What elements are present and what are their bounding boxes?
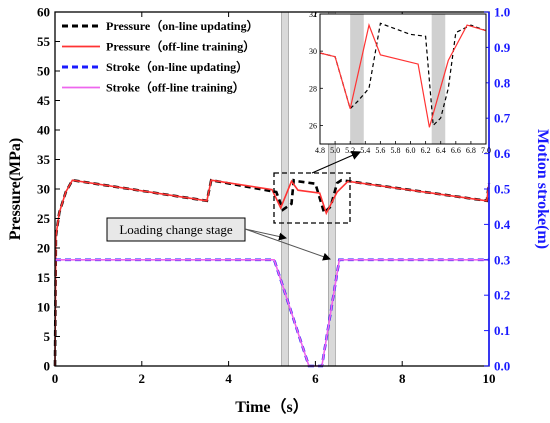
y-left-tick-label: 0 <box>44 359 51 374</box>
zoom-arrow <box>311 150 362 174</box>
inset-x-ticks: 4.8 5.0 5.2 5.4 5.6 5.8 6.0 6.2 6.4 6.6 6.8 7.0 <box>315 141 491 155</box>
inset-x-tick-label: 5.4 <box>360 146 370 155</box>
inset-y-tick-label: 26 <box>309 121 317 130</box>
series-layer <box>53 178 491 368</box>
y-left-tick-label: 40 <box>37 123 50 138</box>
annotation-arrow-2 <box>244 228 331 261</box>
x-tick-label: 10 <box>483 371 496 386</box>
inset-y-tick-label: 28 <box>309 84 317 93</box>
y-left-tick-label: 15 <box>37 270 51 285</box>
legend-label: Stroke（off-line training） <box>106 80 245 95</box>
inset-x-tick-label: 7.0 <box>481 146 491 155</box>
legend: Pressure（on-line updating） Pressure（off-l… <box>62 18 259 95</box>
legend-label: Pressure（off-line training） <box>106 39 255 54</box>
y-axis-right-title: Motion stroke(m) <box>534 129 550 249</box>
y-left-tick-label: 35 <box>37 152 51 167</box>
x-tick-label: 0 <box>52 371 59 386</box>
y-left-tick-label: 30 <box>37 182 50 197</box>
inset-background <box>320 14 486 144</box>
series-line-2 <box>55 258 489 368</box>
y-left-tick-label: 50 <box>37 64 50 79</box>
inset-x-tick-label: 6.6 <box>451 146 461 155</box>
y-left-tick-label: 45 <box>37 93 51 108</box>
y-axis-right-ticks: 0.0 0.1 0.2 0.3 0.4 0.5 0.6 0.7 0.8 0.9 1.0 <box>484 5 511 374</box>
x-tick-label: 4 <box>225 371 232 386</box>
legend-label: Stroke（on-line updating） <box>106 59 248 74</box>
y-right-tick-label: 0.3 <box>494 252 511 267</box>
annotation-label: Loading change stage <box>119 222 233 237</box>
annotation-arrow-1 <box>244 228 287 241</box>
y-left-tick-label: 25 <box>37 211 51 226</box>
y-right-tick-label: 0.2 <box>494 288 510 303</box>
inset-x-tick-label: 5.0 <box>330 146 340 155</box>
series-line-3 <box>55 258 489 367</box>
legend-label: Pressure（on-line updating） <box>106 18 259 33</box>
loading-change-annotation: Loading change stage <box>106 217 331 261</box>
y-left-tick-label: 5 <box>44 329 51 344</box>
inset-x-tick-label: 5.6 <box>375 146 385 155</box>
inset-series-line-1 <box>319 23 487 128</box>
y-left-tick-label: 20 <box>37 241 50 256</box>
y-right-tick-label: 0.1 <box>494 323 510 338</box>
y-right-tick-label: 0.8 <box>494 75 511 90</box>
y-right-tick-label: 0.5 <box>494 182 511 197</box>
y-right-tick-label: 1.0 <box>494 5 510 20</box>
inset-x-tick-label: 6.8 <box>466 146 476 155</box>
x-axis-ticks: 0 2 4 6 8 10 <box>52 12 496 386</box>
inset-series <box>319 22 487 128</box>
inset-x-tick-label: 5.2 <box>345 146 355 155</box>
zoom-region-box <box>273 172 351 224</box>
x-tick-label: 6 <box>312 371 319 386</box>
inset-x-tick-label: 6.4 <box>436 146 446 155</box>
shaded-region-0 <box>281 11 289 367</box>
y-axis-left-title: Pressure(MPa) <box>7 138 24 240</box>
inset-series-line-0 <box>319 22 487 127</box>
inset-x-tick-label: 5.8 <box>390 146 400 155</box>
x-axis-title: Time（s） <box>235 398 309 416</box>
inset-frame <box>319 13 487 145</box>
series-line-1 <box>54 179 490 367</box>
y-right-tick-label: 0.9 <box>494 40 511 55</box>
x-tick-label: 2 <box>139 371 146 386</box>
inset-x-tick-label: 4.8 <box>315 146 325 155</box>
y-right-tick-label: 0.7 <box>494 111 511 126</box>
inset-x-tick-label: 6.0 <box>406 146 416 155</box>
y-axis-left-ticks: 0 5 10 15 20 25 30 35 40 45 50 55 60 <box>37 5 60 374</box>
inset-y-tick-label: 30 <box>309 47 317 56</box>
inset-plot: 4.8 5.0 5.2 5.4 5.6 5.8 6.0 6.2 6.4 6.6 6.8 7.0 262… <box>309 10 491 155</box>
y-left-tick-label: 10 <box>37 300 50 315</box>
y-left-tick-label: 55 <box>37 34 51 49</box>
x-tick-label: 8 <box>399 371 406 386</box>
y-right-tick-label: 0.4 <box>494 217 511 232</box>
y-right-tick-label: 0.0 <box>494 359 510 374</box>
y-left-tick-label: 60 <box>37 5 50 20</box>
inset-y-tick-label: 32 <box>309 10 317 19</box>
inset-x-tick-label: 6.2 <box>421 146 431 155</box>
y-right-tick-label: 0.6 <box>494 146 511 161</box>
series-line-0 <box>53 178 491 367</box>
inset-y-ticks: 26 28 30 32 <box>309 10 323 130</box>
